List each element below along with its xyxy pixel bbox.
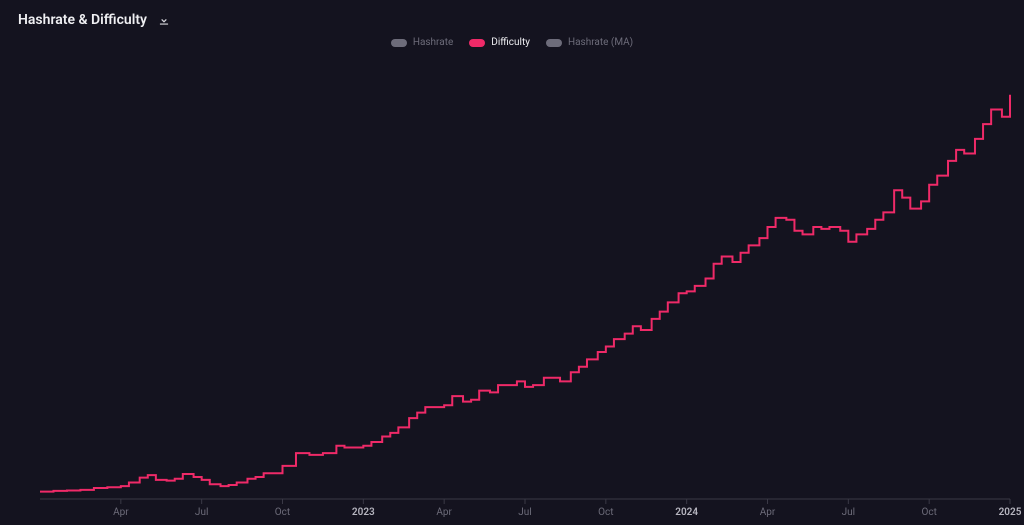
svg-text:Jul: Jul — [518, 507, 531, 518]
svg-text:2025: 2025 — [999, 507, 1022, 518]
svg-text:Apr: Apr — [436, 507, 452, 518]
svg-text:Oct: Oct — [921, 507, 936, 518]
chart-svg: Apr Jul Oct 2023 Apr Jul Oct 2024 Apr Jul Oct 2025 — [0, 46, 1024, 525]
svg-text:Oct: Oct — [598, 507, 613, 518]
svg-text:Apr: Apr — [760, 507, 776, 518]
chart-area: Apr Jul Oct 2023 Apr Jul Oct 2024 Apr Jul Oct 2025 — [0, 46, 1024, 525]
svg-text:Apr: Apr — [113, 507, 129, 518]
chart-title: Hashrate & Difficulty — [18, 12, 147, 28]
chart-header: Hashrate & Difficulty — [18, 12, 1014, 28]
svg-text:2024: 2024 — [675, 507, 698, 518]
svg-text:Jul: Jul — [842, 507, 855, 518]
svg-text:2023: 2023 — [352, 507, 375, 518]
svg-text:Jul: Jul — [195, 507, 208, 518]
download-icon[interactable] — [157, 13, 171, 27]
svg-text:Oct: Oct — [275, 507, 290, 518]
